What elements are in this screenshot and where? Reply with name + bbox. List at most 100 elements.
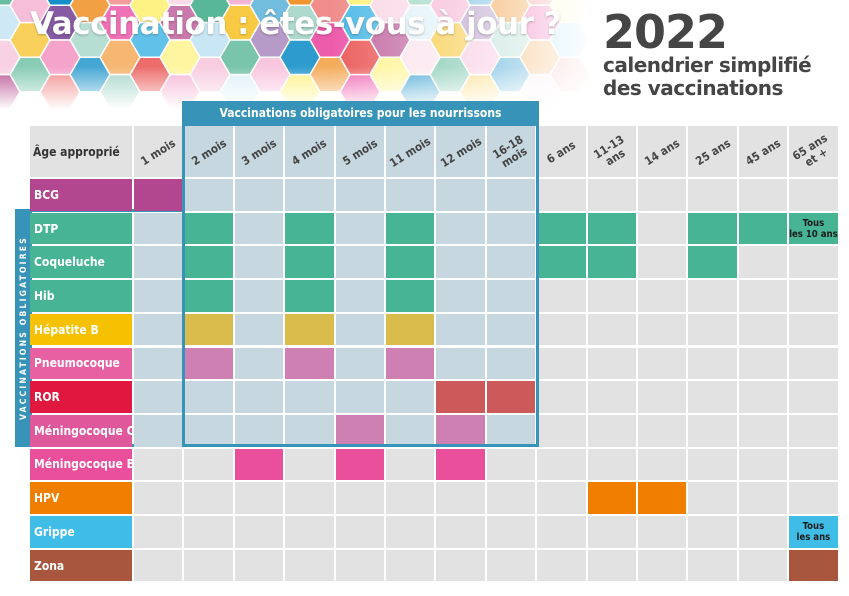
vaccine-label: Hépatite B xyxy=(30,313,132,346)
schedule-cell xyxy=(234,482,284,514)
schedule-cell xyxy=(134,516,183,548)
schedule-cell xyxy=(486,179,536,211)
age-column-header-10: 14 ans xyxy=(638,126,687,177)
schedule-cell xyxy=(486,549,536,582)
schedule-cell xyxy=(688,482,737,514)
schedule-cell xyxy=(789,313,838,346)
schedule-cell xyxy=(335,179,384,211)
schedule-cell xyxy=(638,414,687,447)
schedule-cell xyxy=(486,516,536,548)
schedule-cell xyxy=(134,414,183,447)
schedule-cell xyxy=(184,179,233,211)
schedule-cell xyxy=(738,516,788,548)
schedule-cell-filled xyxy=(386,246,435,279)
schedule-cell xyxy=(386,414,435,447)
schedule-cell xyxy=(436,482,485,514)
schedule-cell xyxy=(436,179,485,211)
vaccine-label: Méningocoque C xyxy=(30,414,135,447)
schedule-cell xyxy=(587,280,636,312)
schedule-note: Tous les 10 ans xyxy=(789,212,838,245)
schedule-cell xyxy=(638,347,687,380)
schedule-cell xyxy=(234,246,284,279)
schedule-cell xyxy=(335,313,384,346)
schedule-cell xyxy=(789,246,838,279)
schedule-cell xyxy=(789,381,838,413)
subtitle-line-1: calendrier simplifié xyxy=(603,53,812,77)
schedule-cell-filled xyxy=(537,212,586,245)
mandatory-band xyxy=(15,209,32,447)
age-column-header: Âge approprié xyxy=(30,126,132,177)
schedule-cell xyxy=(688,414,737,447)
schedule-cell xyxy=(134,280,183,312)
age-column-header-2: 3 mois xyxy=(234,126,284,177)
schedule-cell xyxy=(638,280,687,312)
age-column-header-3: 4 mois xyxy=(285,126,334,177)
vaccine-label: Zona xyxy=(30,549,132,582)
schedule-cell-filled xyxy=(537,246,586,279)
schedule-cell xyxy=(638,212,687,245)
schedule-cell xyxy=(537,482,586,514)
schedule-cell xyxy=(537,414,586,447)
age-label: 1 mois xyxy=(138,135,179,168)
age-label: 6 ans xyxy=(544,137,579,166)
schedule-cell xyxy=(285,482,334,514)
schedule-cell xyxy=(537,280,586,312)
schedule-cell xyxy=(134,448,183,481)
schedule-cell xyxy=(184,516,233,548)
schedule-cell xyxy=(738,448,788,481)
schedule-cell-filled xyxy=(134,179,183,211)
schedule-cell xyxy=(486,448,536,481)
schedule-cell-filled xyxy=(234,448,284,481)
schedule-cell xyxy=(486,313,536,346)
schedule-cell-filled xyxy=(184,246,233,279)
schedule-cell xyxy=(486,414,536,447)
schedule-cell xyxy=(184,482,233,514)
schedule-cell xyxy=(234,516,284,548)
schedule-note: Tous les ans xyxy=(789,516,838,548)
schedule-cell xyxy=(184,414,233,447)
age-column-header-9: 11-13 ans xyxy=(587,126,636,177)
schedule-cell-filled xyxy=(436,448,485,481)
schedule-cell xyxy=(537,313,586,346)
schedule-cell xyxy=(789,280,838,312)
decorative-hexagon-pattern xyxy=(0,0,600,110)
schedule-cell xyxy=(234,347,284,380)
schedule-cell xyxy=(688,313,737,346)
age-label: 25 ans xyxy=(692,135,733,168)
schedule-cell xyxy=(335,381,384,413)
schedule-cell xyxy=(386,448,435,481)
age-label: 65 ans et + xyxy=(790,130,831,169)
schedule-cell xyxy=(335,549,384,582)
page-title: Vaccination : êtes-vous à jour ? xyxy=(30,6,562,42)
schedule-cell xyxy=(638,516,687,548)
schedule-cell xyxy=(688,549,737,582)
schedule-cell xyxy=(285,179,334,211)
schedule-cell-filled xyxy=(486,381,536,413)
schedule-cell xyxy=(587,549,636,582)
schedule-cell xyxy=(234,414,284,447)
age-column-header-11: 25 ans xyxy=(688,126,737,177)
age-column-header-5: 11 mois xyxy=(386,126,435,177)
schedule-cell-filled xyxy=(587,212,636,245)
schedule-cell-filled xyxy=(335,448,384,481)
age-label: 14 ans xyxy=(642,135,683,168)
schedule-cell-filled xyxy=(184,212,233,245)
schedule-cell xyxy=(386,549,435,582)
schedule-cell xyxy=(436,516,485,548)
age-column-header-1: 2 mois xyxy=(184,126,233,177)
schedule-cell xyxy=(638,381,687,413)
schedule-cell xyxy=(688,347,737,380)
schedule-cell xyxy=(386,482,435,514)
schedule-cell xyxy=(234,179,284,211)
schedule-cell xyxy=(285,414,334,447)
schedule-cell xyxy=(688,448,737,481)
schedule-cell xyxy=(638,549,687,582)
schedule-cell-filled xyxy=(285,212,334,245)
schedule-cell xyxy=(537,179,586,211)
age-label: 11-13 ans xyxy=(590,131,628,168)
schedule-cell xyxy=(587,313,636,346)
schedule-cell xyxy=(587,179,636,211)
schedule-cell xyxy=(537,347,586,380)
age-column-header-4: 5 mois xyxy=(335,126,384,177)
schedule-cell-filled xyxy=(587,482,636,514)
